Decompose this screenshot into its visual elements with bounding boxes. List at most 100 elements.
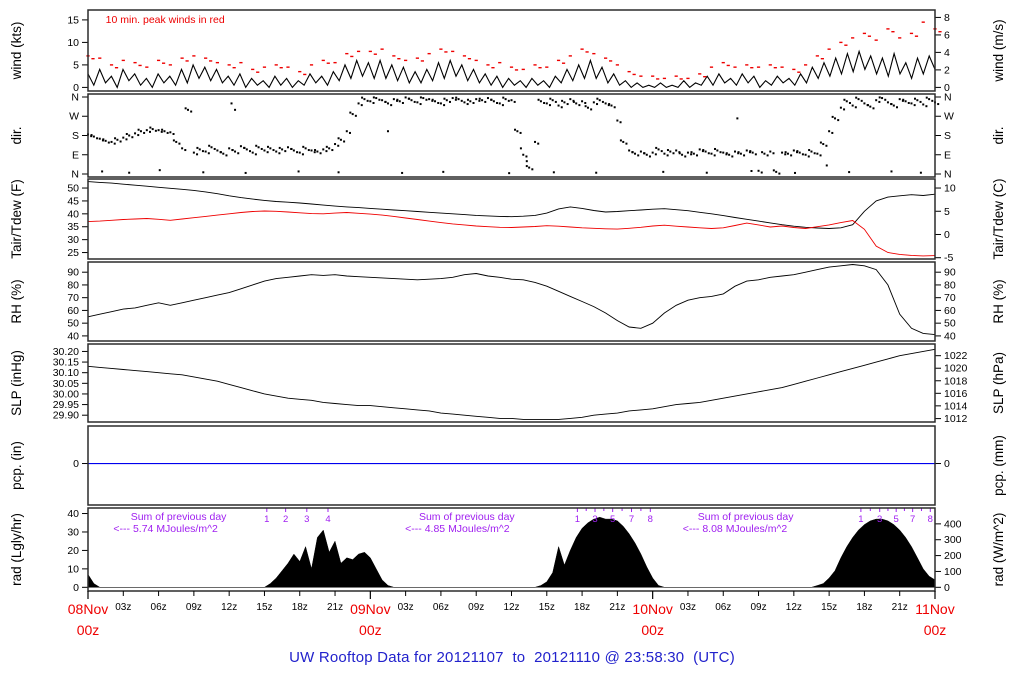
hour-label: 06z: [433, 602, 449, 613]
series-wind-10min-peaks-kts: [86, 21, 942, 80]
svg-text:0: 0: [73, 582, 79, 594]
svg-text:Tair/Tdew (C): Tair/Tdew (C): [991, 178, 1006, 259]
hour-label: 03z: [398, 602, 414, 613]
svg-text:E: E: [72, 149, 79, 161]
svg-text:7: 7: [910, 514, 915, 525]
svg-text:wind (m/s): wind (m/s): [991, 19, 1006, 82]
svg-text:5: 5: [894, 514, 899, 525]
svg-text:45: 45: [67, 195, 79, 207]
svg-text:30.15: 30.15: [53, 357, 79, 369]
hour-label: 12z: [221, 602, 237, 613]
svg-text:<--- 5.74 MJoules/m^2: <--- 5.74 MJoules/m^2: [113, 523, 218, 535]
svg-text:3: 3: [877, 514, 882, 525]
svg-text:30: 30: [67, 526, 79, 538]
date-time-label: 00z: [359, 622, 382, 638]
series-relative-humidity-pct: [87, 264, 936, 336]
hour-label: 18z: [574, 602, 590, 613]
svg-text:50: 50: [67, 183, 79, 195]
svg-text:W: W: [69, 111, 79, 123]
date-label: 09Nov: [350, 601, 390, 617]
panel-temperature: Tair/Tdew (F) Tair/Tdew (C)253035404550-5…: [9, 178, 1006, 264]
date-label: 10Nov: [632, 601, 672, 617]
panel-precipitation: pcp. (in) pcp. (mm) 0 0: [9, 425, 1006, 506]
svg-text:1: 1: [858, 514, 863, 525]
hour-label: 18z: [856, 602, 872, 613]
svg-text:1016: 1016: [944, 388, 968, 400]
panel-sea-level-pressure: SLP (inHg) SLP (hPa)29.9029.9530.0030.053…: [9, 343, 1006, 425]
svg-text:15: 15: [67, 14, 79, 26]
svg-text:N: N: [71, 169, 79, 181]
hour-label: 03z: [115, 602, 131, 613]
svg-text:30.05: 30.05: [53, 378, 79, 390]
svg-text:SLP (inHg): SLP (inHg): [9, 350, 24, 416]
radiation-sum-note-2: Sum of previous day<--- 4.85 MJoules/m^2: [405, 511, 515, 535]
svg-text:5: 5: [944, 206, 950, 218]
svg-text:25: 25: [67, 247, 79, 259]
svg-text:0: 0: [944, 458, 950, 470]
svg-text:0: 0: [73, 458, 79, 470]
svg-text:dir.: dir.: [9, 126, 24, 144]
series-solar-radiation-lgly-hr: [87, 516, 936, 588]
svg-text:90: 90: [944, 267, 956, 279]
svg-text:70: 70: [944, 292, 956, 304]
panel-radiation: rad (Lgly/hr) rad (W/m^2)0102030400100200…: [9, 507, 1006, 594]
hour-label: 09z: [468, 602, 484, 613]
svg-text:6: 6: [944, 29, 950, 41]
hour-label: 12z: [503, 602, 519, 613]
radiation-sum-note-3: Sum of previous day<--- 8.08 MJoules/m^2: [683, 511, 794, 535]
hour-label: 03z: [680, 602, 696, 613]
svg-text:3: 3: [304, 514, 309, 525]
svg-text:300: 300: [944, 534, 962, 546]
svg-text:400: 400: [944, 518, 962, 530]
svg-text:60: 60: [67, 305, 79, 317]
svg-text:60: 60: [944, 305, 956, 317]
svg-text:E: E: [944, 149, 951, 161]
svg-text:dir.: dir.: [991, 126, 1006, 144]
svg-text:wind (kts): wind (kts): [9, 22, 24, 81]
svg-text:40: 40: [67, 208, 79, 220]
svg-text:-5: -5: [944, 252, 953, 264]
svg-text:SLP (hPa): SLP (hPa): [991, 352, 1006, 414]
svg-text:Sum of previous day: Sum of previous day: [698, 511, 794, 523]
svg-text:90: 90: [67, 267, 79, 279]
svg-text:30.00: 30.00: [53, 388, 79, 400]
svg-text:2: 2: [283, 514, 288, 525]
svg-text:0: 0: [944, 229, 950, 241]
svg-text:0: 0: [73, 82, 79, 94]
svg-text:70: 70: [67, 292, 79, 304]
date-time-label: 00z: [77, 622, 100, 638]
svg-text:30: 30: [67, 234, 79, 246]
svg-text:S: S: [944, 130, 951, 142]
peak-winds-note: 10 min. peak winds in red: [106, 14, 225, 26]
svg-text:rad (Lgly/hr): rad (Lgly/hr): [9, 513, 24, 586]
series-wind-average-kts: [87, 49, 936, 89]
svg-text:1: 1: [575, 514, 580, 525]
svg-text:1014: 1014: [944, 400, 968, 412]
hour-label: 18z: [292, 602, 308, 613]
series-dew-point-f: [87, 210, 936, 257]
hour-label: 21z: [609, 602, 625, 613]
chart-title: UW Rooftop Data for 20121107 to 20121110…: [289, 649, 735, 666]
svg-text:1020: 1020: [944, 363, 968, 375]
hour-label: 12z: [786, 602, 802, 613]
svg-text:4: 4: [944, 47, 950, 59]
svg-text:pcp. (in): pcp. (in): [9, 441, 24, 490]
series-wind-direction-deg: [87, 96, 940, 175]
svg-text:Tair/Tdew (F): Tair/Tdew (F): [9, 179, 24, 259]
svg-text:29.90: 29.90: [53, 410, 79, 422]
svg-text:30.20: 30.20: [53, 346, 79, 358]
svg-text:0: 0: [944, 582, 950, 594]
svg-text:35: 35: [67, 221, 79, 233]
hour-label: 21z: [327, 602, 343, 613]
hour-label: 09z: [750, 602, 766, 613]
hour-label: 09z: [186, 602, 202, 613]
svg-text:<--- 8.08 MJoules/m^2: <--- 8.08 MJoules/m^2: [683, 523, 788, 535]
svg-text:10: 10: [67, 37, 79, 49]
svg-text:4: 4: [325, 514, 330, 525]
series-sea-level-pressure-inhg: [87, 348, 936, 420]
time-axis: 08Nov 00z 09Nov 00z 10Nov 00z 11Nov 00z 03z 06z 09…: [68, 591, 955, 638]
date-label: 11Nov: [915, 601, 954, 617]
